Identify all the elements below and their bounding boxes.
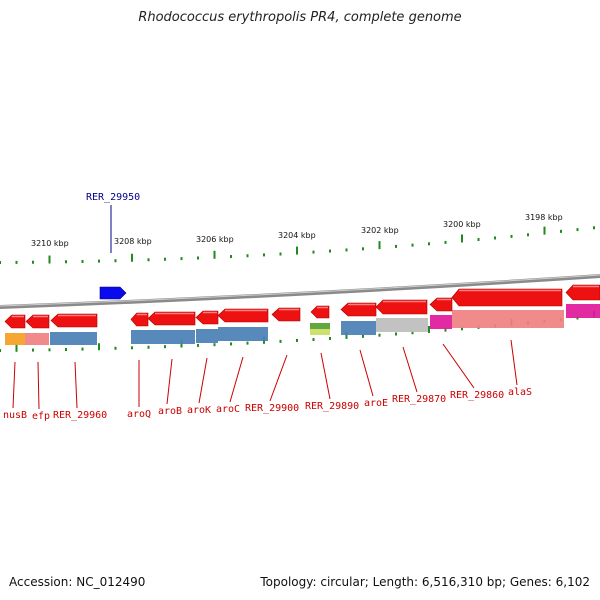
label-leader [510,339,518,386]
scale-labels: 3210 kbp 3208 kbp 3206 kbp 3204 kbp 3202 kbp… [31,213,563,248]
gene-arrow [25,314,50,329]
feature-block [430,315,452,329]
gene-arrow [4,314,26,329]
feature-block [310,323,330,329]
label-leader [198,357,208,404]
gene-arrow [310,305,330,319]
feature-block [196,329,218,343]
gene-label-arok: aroK [187,405,211,416]
scale-label: 3198 kbp [525,213,563,222]
label-leader [166,358,173,405]
scale-ticks [0,226,595,352]
gene-label-rer_29860: RER_29860 [450,390,504,401]
highlighted-gene-group: RER_29950 [86,192,140,300]
scale-label: 3210 kbp [31,239,69,248]
scale-label: 3202 kbp [361,226,399,235]
feature-block [566,304,600,318]
gene-arrow [271,307,301,322]
gene-label-rer_29870: RER_29870 [392,394,446,405]
gene-label-aroc: aroC [216,404,240,415]
label-leader [402,346,418,393]
topology-text: Topology: circular; Length: 6,516,310 bp… [260,575,590,589]
gene-label-efp: efp [32,411,50,422]
gene-label-aroq: aroQ [127,409,151,420]
label-leader [229,356,244,403]
gene-arrow [429,297,453,312]
gene-label-alas: alaS [508,387,532,398]
feature-block [376,318,428,332]
feature-block [341,321,376,335]
gene-label-aroe: aroE [364,398,388,409]
gene-arrows [4,284,600,329]
gene-label-rer_29890: RER_29890 [305,401,359,412]
label-leader [269,354,288,402]
label-leader [320,352,331,400]
feature-block [50,332,97,345]
gene-arrow [130,312,149,327]
accession-text: Accession: NC_012490 [9,575,146,589]
gene-arrow [565,284,600,301]
gene-label-rer_29960: RER_29960 [53,410,107,421]
gene-arrow [340,302,377,317]
highlight-gene-label: RER_29950 [86,192,140,203]
scale-label: 3208 kbp [114,237,152,246]
label-leader [74,361,78,409]
scale-label: 3204 kbp [278,231,316,240]
feature-block [131,330,195,344]
gene-labels: nusB efp RER_29960 aroQ aroB aroK aroC RER_2990… [3,387,532,422]
gene-arrow [451,288,563,307]
feature-block [452,310,564,328]
genome-backbone-highlight [0,274,600,307]
gene-arrow [375,299,428,315]
feature-block [310,329,330,335]
label-leader [359,349,374,397]
gene-arrow [195,310,219,325]
gene-label-rer_29900: RER_29900 [245,403,299,414]
feature-tracks [5,304,600,345]
label-leaders [12,339,518,410]
feature-block [5,333,25,345]
map-title: Rhodococcus erythropolis PR4, complete g… [138,10,462,25]
scale-label: 3200 kbp [443,220,481,229]
highlight-gene-arrow [99,286,127,300]
gene-label-arob: aroB [158,406,182,417]
genome-backbone [0,274,600,309]
label-leader [12,361,16,409]
gene-label-nusb: nusB [3,410,27,421]
gene-arrow [50,313,98,328]
gene-arrow [147,311,196,326]
label-leader [442,343,475,389]
feature-block [25,333,49,345]
feature-block [218,327,268,341]
gene-arrow [217,308,269,323]
label-leader [37,361,40,410]
scale-label: 3206 kbp [196,235,234,244]
